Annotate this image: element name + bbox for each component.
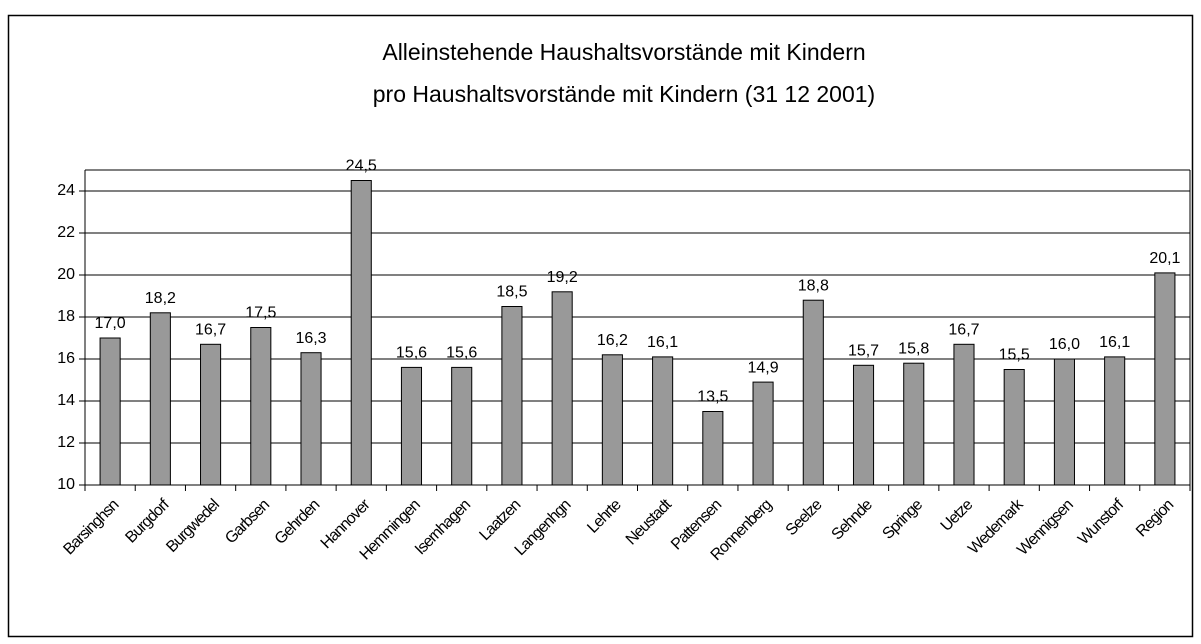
bar bbox=[149, 312, 171, 486]
bar bbox=[350, 180, 372, 486]
value-label: 18,2 bbox=[145, 290, 176, 307]
bar bbox=[1104, 356, 1126, 486]
bar bbox=[903, 362, 925, 486]
value-label: 16,0 bbox=[1049, 336, 1080, 353]
bar bbox=[99, 337, 121, 486]
value-label: 16,1 bbox=[647, 334, 678, 351]
y-tick-label: 20 bbox=[57, 266, 75, 283]
bar bbox=[852, 364, 875, 486]
bar bbox=[250, 327, 272, 486]
y-tick-label: 18 bbox=[57, 308, 75, 325]
y-tick-label: 14 bbox=[57, 392, 75, 409]
value-label: 19,2 bbox=[547, 269, 578, 286]
y-tick-label: 24 bbox=[57, 182, 75, 199]
bar bbox=[601, 354, 623, 486]
bar bbox=[802, 299, 824, 486]
bar bbox=[200, 343, 222, 486]
value-label: 13,5 bbox=[697, 389, 728, 406]
value-label: 15,6 bbox=[446, 345, 477, 362]
value-label: 20,1 bbox=[1149, 250, 1180, 267]
value-label: 15,6 bbox=[396, 345, 427, 362]
y-tick-label: 10 bbox=[57, 476, 75, 493]
value-label: 17,5 bbox=[245, 305, 276, 322]
bar bbox=[501, 306, 523, 486]
chart-subtitle: pro Haushaltsvorstände mit Kindern (31 1… bbox=[373, 81, 875, 107]
bar bbox=[702, 411, 724, 486]
bar bbox=[300, 352, 322, 486]
value-label: 16,7 bbox=[195, 322, 226, 339]
value-label: 14,9 bbox=[747, 359, 778, 376]
value-label: 15,7 bbox=[848, 343, 879, 360]
value-label: 16,3 bbox=[295, 330, 326, 347]
y-tick-label: 12 bbox=[57, 434, 75, 451]
bar bbox=[551, 291, 573, 486]
value-label: 15,5 bbox=[999, 347, 1030, 364]
value-label: 16,1 bbox=[1099, 334, 1130, 351]
y-tick-label: 22 bbox=[57, 224, 75, 241]
bar bbox=[652, 356, 674, 486]
bar bbox=[451, 366, 473, 486]
chart-title: Alleinstehende Haushaltsvorstände mit Ki… bbox=[382, 39, 865, 65]
bar bbox=[1154, 272, 1176, 486]
bar bbox=[953, 343, 975, 486]
value-label: 24,5 bbox=[346, 158, 377, 175]
bar bbox=[1003, 369, 1025, 486]
value-label: 17,0 bbox=[95, 315, 126, 332]
bar bbox=[1053, 358, 1075, 486]
value-label: 15,8 bbox=[898, 340, 929, 357]
value-label: 16,2 bbox=[597, 332, 628, 349]
value-label: 16,7 bbox=[948, 322, 979, 339]
value-label: 18,5 bbox=[496, 284, 527, 301]
value-label: 18,8 bbox=[798, 277, 829, 294]
y-tick-label: 16 bbox=[57, 350, 75, 367]
chart-frame bbox=[7, 14, 1194, 638]
bar bbox=[752, 381, 774, 486]
bar bbox=[400, 366, 423, 486]
